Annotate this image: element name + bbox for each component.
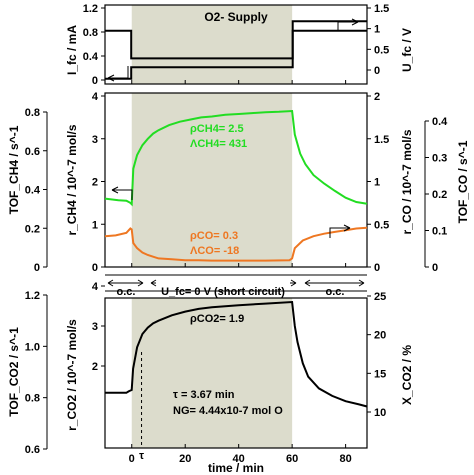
tof-co2-tick-label-0: 0.6 xyxy=(25,444,40,456)
xco2-tick-label-3: 25 xyxy=(374,291,386,303)
x-tick-label-4: 80 xyxy=(339,453,351,465)
top-right-tick-label-3: 1.5 xyxy=(374,3,389,15)
tof-ch4-tick-label-4: 0.8 xyxy=(25,107,40,119)
x-tick-label-1: 20 xyxy=(179,453,191,465)
co2-rate-axis-label: r_CO2 / 10^-7 mol/s xyxy=(65,319,79,431)
arrow-left-axis-ch4 xyxy=(111,186,133,200)
co-tick-label-4: 2 xyxy=(374,91,380,103)
panel-frame-1 xyxy=(104,92,368,268)
rho-ch4-annotation: ρCH4= 2.5 xyxy=(190,123,244,135)
ch4-tick-label-4: 4 xyxy=(92,91,99,103)
top-left-tick-label-1: 0.4 xyxy=(83,51,99,63)
conversion-axis-label: X_CO2 / % xyxy=(400,345,414,405)
ch4-tick-label-1: 1 xyxy=(92,219,98,231)
regime-arrow-oc-right xyxy=(304,279,365,287)
tof-ch4-tick-label-1: 0.2 xyxy=(25,223,40,235)
regime-oc-left: o.c. xyxy=(117,286,136,298)
rho-co-annotation: ρCO= 0.3 xyxy=(190,230,238,242)
ch4-tick-label-2: 2 xyxy=(92,177,98,189)
arrow-right-axis-voltage xyxy=(337,18,359,30)
x-tick-label-2: 40 xyxy=(233,453,245,465)
tof-co-axis-label: TOF_CO / s^-1 xyxy=(456,140,470,223)
lambda-co-annotation: ΛCO= -18 xyxy=(190,245,239,257)
o2-supply-label: O2- Supply xyxy=(204,10,268,24)
tau-value-annotation: τ = 3.67 min xyxy=(173,389,235,401)
top-left-tick-label-2: 0.8 xyxy=(83,27,98,39)
regime-oc-right: o.c. xyxy=(326,286,345,298)
top-left-tick-label-3: 1.2 xyxy=(83,3,98,15)
short-circuit-shade-2 xyxy=(131,298,293,448)
top-left-axis-label: I_fc / mA xyxy=(65,25,79,75)
short-circuit-shade-0 xyxy=(131,5,293,84)
co2-series-line xyxy=(105,300,368,408)
tof-co-tick-label-0: 0 xyxy=(432,262,438,274)
xco2-tick-label-2: 20 xyxy=(374,330,386,342)
top-right-tick-label-1: 0.5 xyxy=(374,44,389,56)
axis-ticks: 00.40.81.200.511.50123400.511.5200.20.40… xyxy=(25,3,448,465)
top-right-tick-label-0: 0 xyxy=(374,65,380,77)
ch4-rate-axis-label: r_CH4 / 10^-7 mol/s xyxy=(65,124,79,235)
top-left-tick-label-0: 0 xyxy=(92,75,98,87)
x-axis-label: time / min xyxy=(208,461,264,475)
current-series-line xyxy=(105,29,367,60)
tof-co-tick-label-4: 0.4 xyxy=(432,116,448,128)
co2-tick-label-2: 4 xyxy=(92,281,99,293)
tau-tick-label: τ xyxy=(139,450,144,462)
arrow-right-axis-co xyxy=(329,224,351,238)
ng-value-annotation: NG= 4.44x10-7 mol O xyxy=(173,405,283,417)
voltage-series-line xyxy=(105,20,367,80)
top-right-axis-label: U_fc / V xyxy=(400,28,414,72)
co-rate-axis-label: r_CO / 10^-7 mol/s xyxy=(400,129,414,234)
short-circuit-shading-layer xyxy=(131,5,293,448)
tof-co-tick-label-3: 0.3 xyxy=(432,153,447,165)
tof-ch4-tick-label-0: 0 xyxy=(34,262,40,274)
regime-arrow-oc-left xyxy=(107,279,144,287)
regime-arrow-sc-right xyxy=(290,279,297,287)
x-tick-label-0: 0 xyxy=(129,453,135,465)
xco2-tick-label-0: 10 xyxy=(374,407,386,419)
rho-co2-annotation: ρCO2= 1.9 xyxy=(190,313,244,325)
co-tick-label-3: 1.5 xyxy=(374,134,389,146)
panel-frame-0 xyxy=(104,4,368,85)
co-tick-label-1: 0.5 xyxy=(374,219,389,231)
short-circuit-shade-1 xyxy=(131,93,293,267)
lambda-ch4-annotation: ΛCH4= 431 xyxy=(190,138,247,150)
tof-ch4-axis-label: TOF_CH4 / s^-1 xyxy=(7,125,21,214)
ch4-tick-label-3: 3 xyxy=(92,134,98,146)
data-series xyxy=(104,20,368,408)
tof-co2-axis-label: TOF_CO2 / s^-1 xyxy=(7,327,21,417)
co2-tick-label-0: 2 xyxy=(92,361,98,373)
top-right-tick-label-2: 1 xyxy=(374,24,380,36)
co2-tick-label-1: 3 xyxy=(92,321,98,333)
ch4-series-line xyxy=(104,109,368,207)
co-tick-label-0: 0 xyxy=(374,262,380,274)
ch4-tick-label-0: 0 xyxy=(92,262,98,274)
tof-ch4-tick-label-3: 0.6 xyxy=(25,146,40,158)
tof-co-tick-label-1: 0.1 xyxy=(432,226,447,238)
co-tick-label-2: 1 xyxy=(374,177,380,189)
tof-co2-tick-label-1: 0.8 xyxy=(25,393,40,405)
regime-short-circuit: U_fc= 0 V (short circuit) xyxy=(161,286,285,298)
xco2-tick-label-1: 15 xyxy=(374,368,386,380)
co-series-line xyxy=(104,226,368,262)
tof-co-tick-label-2: 0.2 xyxy=(432,189,447,201)
regime-arrow-sc-left xyxy=(150,279,157,287)
arrow-left-axis-current xyxy=(107,66,129,82)
x-tick-label-3: 60 xyxy=(286,453,298,465)
tof-co2-tick-label-2: 1.0 xyxy=(25,341,40,353)
tof-co2-tick-label-3: 1.2 xyxy=(25,290,40,302)
tof-ch4-tick-label-2: 0.4 xyxy=(25,185,41,197)
